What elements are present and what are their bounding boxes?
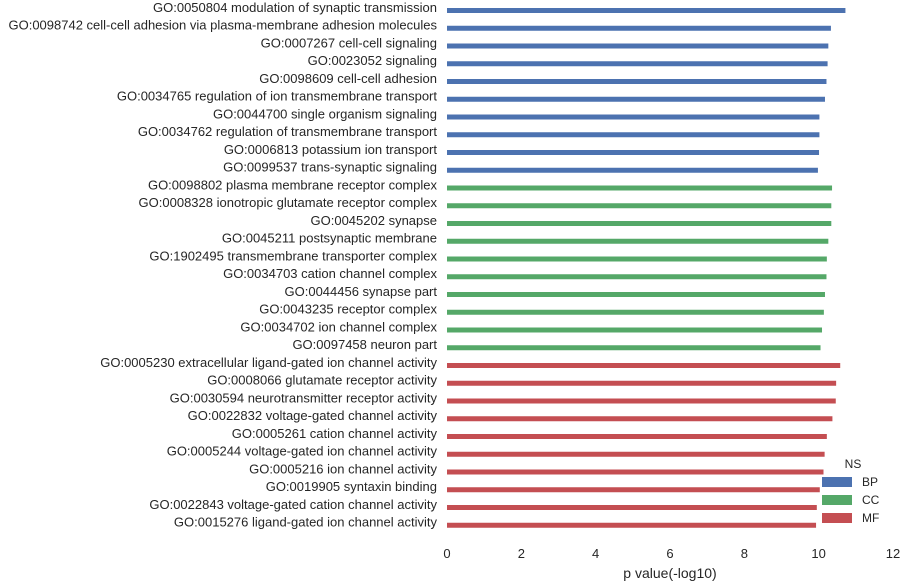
bar-mf — [447, 452, 825, 457]
category-label: GO:0023052 signaling — [308, 53, 437, 68]
x-axis-title: p value(-log10) — [623, 565, 716, 581]
bar-cc — [447, 186, 832, 191]
category-label: GO:0034703 cation channel complex — [223, 266, 437, 281]
bar-cc — [447, 239, 828, 244]
bar-cc — [447, 345, 821, 350]
bar-bp — [447, 132, 819, 137]
category-label: GO:0098742 cell-cell adhesion via plasma… — [8, 18, 437, 33]
x-tick-label: 10 — [811, 546, 825, 561]
bar-mf — [447, 523, 816, 528]
x-tick-label: 4 — [592, 546, 599, 561]
bar-bp — [447, 26, 831, 31]
bar-cc — [447, 292, 825, 297]
category-label: GO:0022843 voltage-gated cation channel … — [149, 497, 437, 512]
category-label: GO:0034765 regulation of ion transmembra… — [117, 89, 438, 104]
category-labels-group: GO:0050804 modulation of synaptic transm… — [8, 0, 437, 530]
category-label: GO:0045202 synapse — [311, 213, 437, 228]
bar-cc — [447, 310, 824, 315]
x-tick-label: 6 — [666, 546, 673, 561]
bar-cc — [447, 274, 826, 279]
bar-mf — [447, 399, 836, 404]
bars-group — [447, 8, 845, 528]
bar-cc — [447, 203, 831, 208]
bar-mf — [447, 487, 820, 492]
legend: NS BP CC MF — [822, 457, 880, 525]
bar-bp — [447, 8, 845, 13]
bar-mf — [447, 416, 832, 421]
bar-mf — [447, 434, 827, 439]
legend-label-mf: MF — [862, 511, 879, 525]
x-tick-label: 2 — [518, 546, 525, 561]
go-enrichment-bar-chart: GO:0050804 modulation of synaptic transm… — [0, 0, 907, 587]
category-label: GO:0008066 glutamate receptor activity — [207, 373, 437, 388]
category-label: GO:0030594 neurotransmitter receptor act… — [170, 390, 438, 405]
category-label: GO:0005230 extracellular ligand-gated io… — [100, 355, 437, 370]
category-label: GO:0006813 potassium ion transport — [224, 142, 438, 157]
x-tick-label: 0 — [443, 546, 450, 561]
category-label: GO:0022832 voltage-gated channel activit… — [188, 408, 438, 423]
category-label: GO:0005216 ion channel activity — [249, 461, 437, 476]
legend-swatch-bp — [822, 477, 852, 487]
category-label: GO:0098802 plasma membrane receptor comp… — [148, 177, 438, 192]
legend-swatch-mf — [822, 513, 852, 523]
category-label: GO:0044700 single organism signaling — [213, 106, 437, 121]
bar-mf — [447, 381, 836, 386]
category-label: GO:0045211 postsynaptic membrane — [222, 231, 437, 246]
category-label: GO:0099537 trans-synaptic signaling — [223, 160, 437, 175]
x-tick-label: 8 — [741, 546, 748, 561]
bar-bp — [447, 44, 828, 49]
legend-label-bp: BP — [862, 475, 878, 489]
category-label: GO:0019905 syntaxin binding — [266, 479, 437, 494]
category-label: GO:0005244 voltage-gated ion channel act… — [167, 444, 438, 459]
legend-label-cc: CC — [862, 493, 880, 507]
bar-bp — [447, 150, 819, 155]
category-label: GO:0034762 regulation of transmembrane t… — [138, 124, 438, 139]
bar-mf — [447, 470, 823, 475]
bar-cc — [447, 328, 822, 333]
category-label: GO:0015276 ligand-gated ion channel acti… — [174, 515, 438, 530]
category-label: GO:0097458 neuron part — [292, 337, 437, 352]
bar-bp — [447, 79, 826, 84]
bar-cc — [447, 221, 831, 226]
category-label: GO:0005261 cation channel activity — [232, 426, 438, 441]
category-label: GO:0098609 cell-cell adhesion — [259, 71, 437, 86]
category-label: GO:0007267 cell-cell signaling — [261, 35, 437, 50]
bar-bp — [447, 168, 818, 173]
bar-cc — [447, 257, 827, 262]
category-label: GO:1902495 transmembrane transporter com… — [149, 248, 437, 263]
x-axis: 0 2 4 6 8 10 12 — [443, 546, 900, 561]
category-label: GO:0008328 ionotropic glutamate receptor… — [139, 195, 438, 210]
bar-bp — [447, 61, 828, 66]
legend-title: NS — [845, 457, 862, 471]
bar-bp — [447, 97, 825, 102]
bar-mf — [447, 363, 840, 368]
bar-mf — [447, 505, 817, 510]
legend-swatch-cc — [822, 495, 852, 505]
category-label: GO:0044456 synapse part — [285, 284, 438, 299]
x-tick-label: 12 — [886, 546, 900, 561]
category-label: GO:0034702 ion channel complex — [240, 319, 437, 334]
bar-bp — [447, 115, 819, 120]
category-label: GO:0043235 receptor complex — [259, 302, 437, 317]
category-label: GO:0050804 modulation of synaptic transm… — [153, 0, 437, 15]
